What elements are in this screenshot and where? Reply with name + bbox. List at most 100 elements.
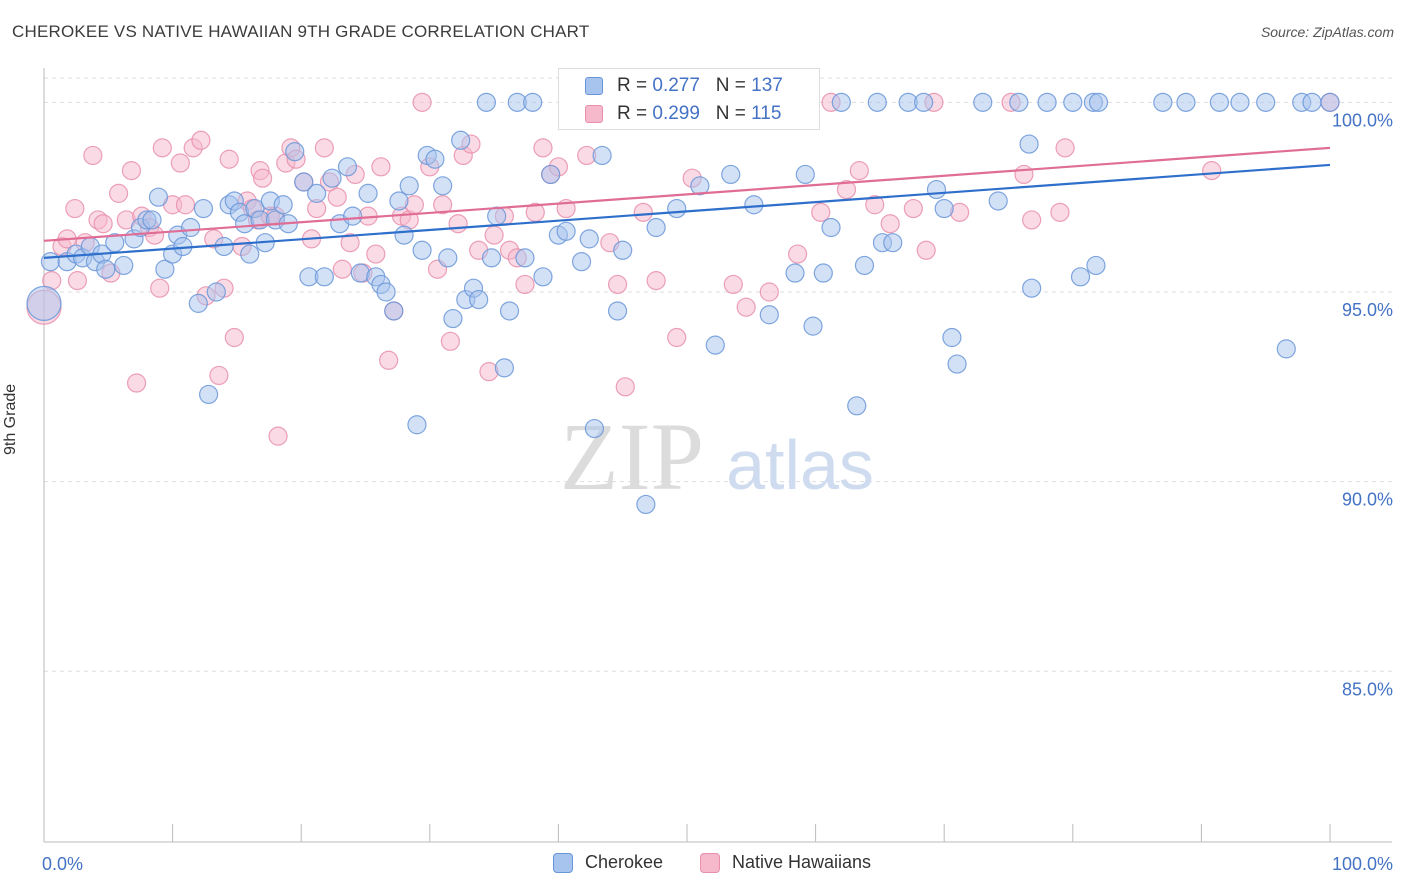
point-native-hawaiians — [607, 274, 628, 295]
point-native-hawaiians — [484, 225, 504, 245]
trend-line-native-hawaiians — [43, 146, 1331, 242]
point-cherokee — [412, 240, 432, 260]
point-cherokee — [451, 130, 471, 150]
y-tick-label: 85.0% — [1342, 679, 1393, 699]
r-label: R = — [617, 103, 653, 124]
point-cherokee — [26, 285, 62, 321]
point-native-hawaiians — [1022, 210, 1042, 230]
point-cherokee — [1320, 92, 1340, 112]
point-cherokee — [1063, 92, 1083, 112]
point-cherokee — [579, 229, 599, 249]
point-cherokee — [973, 92, 993, 112]
point-cherokee — [1022, 278, 1042, 298]
tick-labels: 100.0% 95.0% 90.0% 85.0% 0.0% 100.0% — [42, 110, 1393, 874]
y-tick-label: 100.0% — [1332, 110, 1393, 130]
point-cherokee — [914, 92, 934, 112]
point-cherokee — [636, 494, 656, 515]
trend-lines — [43, 146, 1331, 259]
point-native-hawaiians — [1055, 138, 1075, 158]
point-native-hawaiians — [633, 202, 653, 222]
y-tick-label: 95.0% — [1342, 300, 1393, 320]
y-axis-label: 9th Grade — [2, 383, 19, 455]
axes — [43, 68, 1392, 843]
point-cherokee — [142, 210, 162, 230]
point-cherokee — [399, 176, 419, 196]
point-cherokee — [443, 308, 463, 329]
point-cherokee — [667, 198, 687, 219]
watermark-atlas: atlas — [726, 426, 874, 504]
chart-source: Source: ZipAtlas.com — [1260, 24, 1394, 40]
point-cherokee — [813, 263, 833, 283]
point-cherokee — [1209, 92, 1230, 112]
point-cherokee — [376, 282, 396, 302]
point-native-hawaiians — [150, 278, 170, 298]
point-cherokee — [584, 418, 605, 439]
point-cherokee — [821, 217, 841, 238]
point-cherokee — [1088, 92, 1109, 112]
point-native-hawaiians — [219, 149, 239, 169]
point-cherokee — [947, 354, 967, 374]
chart-title: CHEROKEE VS NATIVE HAWAIIAN 9TH GRADE CO… — [12, 22, 590, 41]
point-cherokee — [199, 384, 219, 405]
point-cherokee — [721, 164, 741, 185]
watermark-zip: ZIP — [560, 403, 704, 510]
point-native-hawaiians — [314, 138, 334, 158]
watermark: ZIP atlas — [560, 403, 874, 510]
point-cherokee — [646, 217, 666, 238]
point-native-hawaiians — [126, 373, 147, 393]
point-cherokee — [854, 255, 875, 276]
point-cherokee — [384, 301, 404, 321]
r-value: 0.299 — [652, 103, 700, 124]
point-cherokee — [389, 191, 409, 211]
point-cherokee — [795, 164, 815, 185]
point-cherokee — [1086, 255, 1106, 276]
point-cherokee — [613, 240, 633, 260]
point-native-hawaiians — [191, 130, 211, 150]
point-native-hawaiians — [152, 138, 172, 158]
point-cherokee — [114, 255, 134, 276]
point-cherokee — [1037, 92, 1057, 112]
legend-label-native-hawaiians: Native Hawaiians — [732, 852, 872, 872]
point-cherokee — [1176, 92, 1196, 112]
point-cherokee — [343, 206, 363, 226]
point-cherokee — [214, 236, 234, 257]
point-cherokee — [883, 233, 903, 253]
point-cherokee — [285, 142, 305, 162]
point-cherokee — [607, 301, 628, 321]
point-native-hawaiians — [667, 327, 687, 348]
point-cherokee — [407, 415, 427, 435]
point-native-hawaiians — [170, 153, 190, 173]
point-native-hawaiians — [811, 202, 831, 222]
point-cherokee — [867, 92, 887, 112]
point-native-hawaiians — [83, 145, 103, 166]
point-native-hawaiians — [224, 327, 244, 348]
point-native-hawaiians — [327, 187, 347, 207]
point-cherokee — [96, 259, 116, 279]
point-cherokee — [571, 252, 592, 272]
point-cherokee — [273, 195, 293, 215]
point-cherokee — [690, 176, 710, 196]
point-cherokee — [541, 164, 561, 185]
point-cherokee — [533, 267, 553, 287]
point-cherokee — [592, 145, 612, 166]
point-native-hawaiians — [865, 195, 885, 215]
point-cherokee — [785, 263, 805, 283]
point-native-hawaiians — [93, 214, 113, 234]
point-cherokee — [515, 248, 535, 268]
point-native-hawaiians — [880, 214, 900, 234]
point-native-hawaiians — [340, 233, 360, 253]
point-cherokee — [523, 92, 543, 112]
n-label: N = — [715, 75, 752, 96]
point-native-hawaiians — [371, 157, 391, 177]
point-native-hawaiians — [615, 377, 635, 397]
point-cherokee — [394, 225, 414, 245]
point-native-hawaiians — [253, 168, 273, 188]
point-cherokee — [148, 187, 169, 207]
point-cherokee — [1019, 134, 1039, 154]
point-native-hawaiians — [209, 365, 229, 386]
point-cherokee — [759, 305, 779, 325]
n-value: 115 — [751, 103, 782, 124]
point-cherokee — [307, 183, 327, 203]
point-native-hawaiians — [515, 274, 535, 295]
